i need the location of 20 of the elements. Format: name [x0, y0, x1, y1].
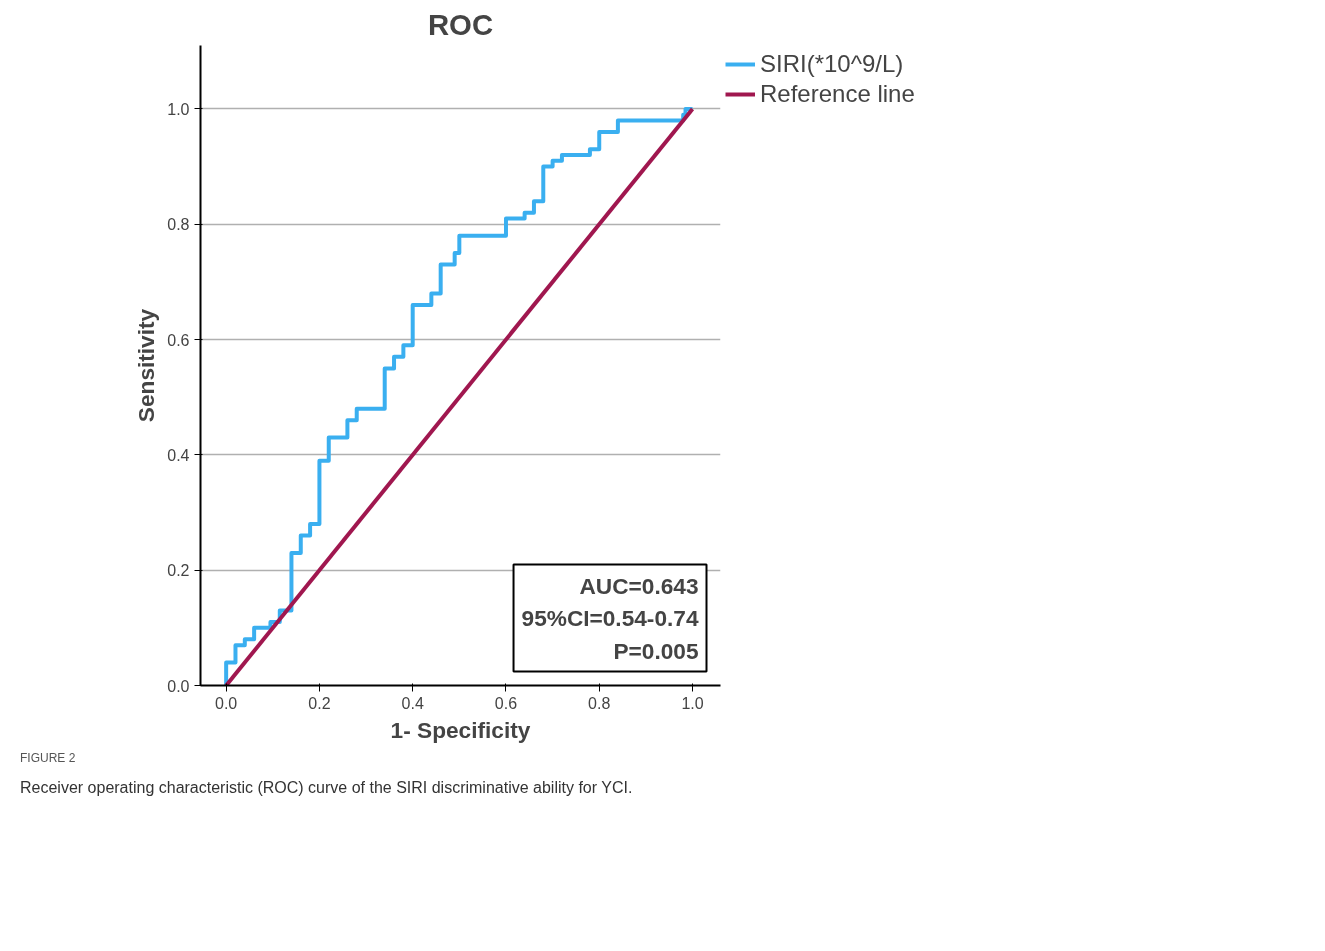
annotation: AUC=0.643 95%CI=0.54-0.74 P=0.005: [521, 572, 699, 664]
x-tick-label: 0.4: [401, 694, 424, 712]
chart-title: ROC: [427, 7, 494, 41]
y-tick-label: 0.8: [167, 216, 190, 234]
caption: FIGURE 2: [20, 750, 76, 767]
y-tick-label: 0.4: [167, 446, 190, 464]
text: Receiver operating characteristic (ROC) curve of the SIRI discriminative ability for YCI.: [20, 778, 633, 799]
x-tick-label: 0.0: [215, 694, 238, 712]
x-axis-title: 1- Specificity: [390, 716, 531, 743]
y-tick-label: 1.0: [167, 100, 190, 118]
legend-label: SIRI(*10^9/L): [760, 50, 904, 78]
legend-label: Reference line: [760, 80, 915, 108]
x-tick-label: 0.8: [588, 694, 611, 712]
y-tick-label: 0.6: [167, 331, 190, 349]
x-tick-label: 0.6: [494, 694, 518, 712]
x-tick-label: 1.0: [681, 694, 704, 712]
x-tick-label: 0.2: [308, 694, 331, 712]
y-axis-title: Sensitivity: [133, 308, 160, 423]
y-tick-label: 0.2: [167, 562, 190, 580]
y-tick-label: 0.0: [167, 677, 190, 695]
